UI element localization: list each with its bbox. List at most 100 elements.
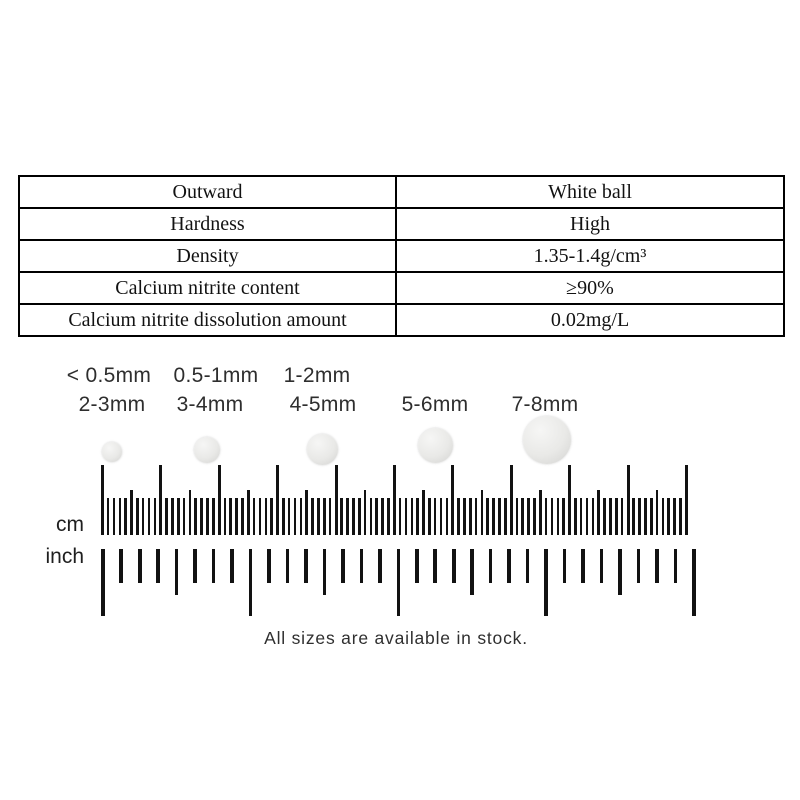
cm-tick xyxy=(106,498,110,535)
cm-tick xyxy=(679,498,682,535)
cm-tick xyxy=(614,498,618,535)
ball-sample-4-5mm xyxy=(307,434,338,465)
cm-tick xyxy=(211,498,215,535)
cm-tick xyxy=(556,498,560,535)
cm-tick xyxy=(480,490,484,535)
inch-tick xyxy=(267,549,271,583)
cm-tick xyxy=(206,498,209,535)
cm-tick xyxy=(568,465,572,535)
cm-tick xyxy=(299,498,303,535)
cm-tick xyxy=(322,498,326,535)
cm-tick xyxy=(404,498,408,535)
cm-tick xyxy=(141,498,145,535)
inch-tick xyxy=(193,549,197,583)
inch-tick xyxy=(248,549,253,616)
cm-tick xyxy=(527,498,530,535)
inch-tick xyxy=(211,549,216,583)
cm-tick xyxy=(562,498,565,535)
cm-tick xyxy=(416,498,419,535)
inch-tick xyxy=(673,549,678,583)
cm-tick xyxy=(393,465,396,535)
spec-label: Hardness xyxy=(18,207,397,241)
cm-tick xyxy=(352,498,355,535)
cm-tick xyxy=(439,498,443,535)
table-row: Calcium nitrite content ≥90% xyxy=(18,271,785,305)
cm-tick xyxy=(153,498,157,535)
inch-tick xyxy=(230,549,234,583)
cm-tick xyxy=(486,498,490,535)
inch-tick xyxy=(174,549,179,595)
spec-label: Density xyxy=(18,239,397,273)
cm-tick xyxy=(649,498,653,535)
cm-tick xyxy=(194,498,198,535)
spec-value: 1.35-1.4g/cm³ xyxy=(395,239,785,273)
cm-tick xyxy=(375,498,379,535)
inch-tick xyxy=(655,549,659,583)
cm-tick xyxy=(241,498,244,535)
inch-tick xyxy=(119,549,124,583)
cm-tick xyxy=(655,490,659,535)
inch-tick xyxy=(488,549,493,583)
cm-tick xyxy=(433,498,437,535)
ball-sample-7-8mm xyxy=(523,416,571,464)
cm-tick xyxy=(176,498,180,535)
inch-tick xyxy=(451,549,456,583)
spec-table: Outward White ball Hardness High Density… xyxy=(18,175,785,337)
cm-tick xyxy=(229,498,233,535)
cm-tick xyxy=(445,498,449,535)
cm-tick xyxy=(521,498,525,535)
inch-tick xyxy=(636,549,641,583)
cm-tick xyxy=(579,498,583,535)
cm-tick xyxy=(685,465,688,535)
cm-tick xyxy=(258,498,262,535)
cm-tick xyxy=(474,498,478,535)
cm-tick xyxy=(533,498,536,535)
inch-tick xyxy=(285,549,290,583)
cm-tick xyxy=(293,498,297,535)
size-label-2-3mm: 2-3mm xyxy=(78,393,146,416)
cm-tick xyxy=(451,465,455,535)
cm-tick xyxy=(112,498,116,535)
cm-tick xyxy=(305,490,308,535)
cm-tick xyxy=(673,498,676,535)
ball-sample-2-3mm xyxy=(102,442,122,462)
cm-tick xyxy=(188,490,192,535)
cm-tick xyxy=(182,498,186,535)
cm-tick xyxy=(398,498,402,535)
cm-tick xyxy=(428,498,431,535)
cm-tick xyxy=(591,498,595,535)
table-row: Outward White ball xyxy=(18,175,785,209)
cm-tick xyxy=(130,490,133,535)
cm-tick xyxy=(363,490,367,535)
cm-tick xyxy=(667,498,671,535)
cm-tick xyxy=(638,498,641,535)
cm-tick xyxy=(457,498,460,535)
inch-tick xyxy=(137,549,142,583)
ball-sample-5-6mm xyxy=(418,428,453,463)
inch-unit-label: inch xyxy=(45,545,84,568)
cm-tick xyxy=(609,498,612,535)
size-label-3-4mm: 3-4mm xyxy=(176,393,244,416)
cm-tick xyxy=(357,498,361,535)
cm-tick xyxy=(503,498,507,535)
cm-tick xyxy=(235,498,238,535)
inch-tick xyxy=(378,549,382,583)
inch-tick xyxy=(562,549,567,583)
cm-tick xyxy=(381,498,384,535)
inch-tick xyxy=(322,549,327,595)
cm-tick xyxy=(287,498,291,535)
spec-label: Calcium nitrite content xyxy=(18,271,397,305)
cm-tick xyxy=(147,498,151,535)
cm-tick xyxy=(252,498,256,535)
size-label-0_5-1mm: 0.5-1mm xyxy=(173,364,259,387)
cm-tick xyxy=(340,498,344,535)
cm-tick xyxy=(597,490,600,535)
cm-tick xyxy=(632,498,636,535)
inch-tick xyxy=(156,549,160,583)
table-row: Calcium nitrite dissolution amount 0.02m… xyxy=(18,303,785,337)
inch-ruler xyxy=(101,549,697,617)
cm-tick xyxy=(498,498,501,535)
inch-tick xyxy=(692,549,696,616)
cm-tick xyxy=(217,465,221,535)
cm-tick xyxy=(270,498,273,535)
